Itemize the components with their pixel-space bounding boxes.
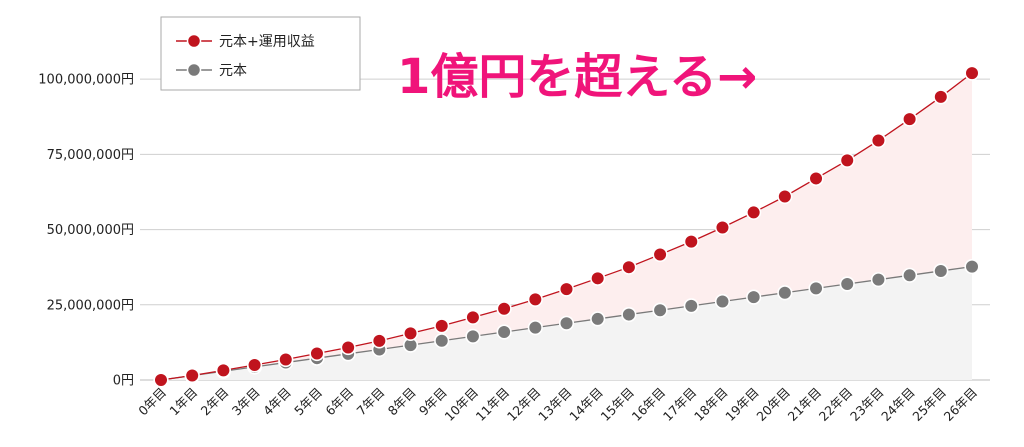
data-point-principal <box>652 302 668 318</box>
x-tick-label: 22年目 <box>816 385 856 425</box>
x-tick-label: 19年目 <box>722 385 762 425</box>
data-point-total <box>246 357 263 373</box>
data-point-total <box>870 132 887 149</box>
annotation-text: 1億円を超える→ <box>397 49 757 105</box>
data-point-principal <box>465 328 481 344</box>
x-tick-label: 14年目 <box>566 385 606 425</box>
data-point-principal <box>714 293 731 310</box>
data-point-principal <box>683 298 699 314</box>
y-axis-ticks: 0円 25,000,000円 50,000,000円 75,000,000円 100,0… <box>38 73 134 389</box>
x-tick-label: 20年目 <box>753 385 793 425</box>
x-tick-label: 21年目 <box>785 385 825 425</box>
y-tick-label: 75,000,000円 <box>47 148 134 163</box>
x-tick-label: 25年目 <box>909 385 949 425</box>
data-point-total <box>153 372 169 388</box>
data-point-principal <box>746 289 762 305</box>
x-axis-ticks: 0年目1年目2年目3年目4年目5年目6年目7年目8年目9年目10年目11年目12… <box>135 385 980 425</box>
legend-box <box>160 16 361 91</box>
data-point-total <box>839 152 855 168</box>
x-tick-label: 12年目 <box>504 385 544 425</box>
data-point-principal <box>590 311 606 327</box>
data-point-principal <box>434 333 450 349</box>
data-point-total <box>808 170 824 187</box>
legend-label-principal: 元本 <box>219 63 247 79</box>
data-point-principal <box>496 324 512 340</box>
data-point-total <box>683 234 699 250</box>
x-tick-label: 13年目 <box>535 385 575 425</box>
data-point-total <box>402 325 419 341</box>
data-point-principal <box>527 320 543 336</box>
x-tick-label: 5年目 <box>291 385 325 419</box>
y-tick-label: 0円 <box>113 374 134 389</box>
x-tick-label: 8年目 <box>385 385 419 419</box>
data-point-principal <box>808 280 824 296</box>
data-point-total <box>215 362 231 378</box>
data-point-total <box>652 246 668 263</box>
x-tick-label: 2年目 <box>198 385 232 419</box>
legend-marker-principal <box>186 62 202 78</box>
x-tick-label: 7年目 <box>354 385 388 419</box>
data-point-total <box>434 318 450 334</box>
x-tick-label: 1年目 <box>166 385 200 419</box>
data-point-total <box>496 301 512 317</box>
data-point-principal <box>933 263 949 279</box>
data-point-total <box>184 367 200 384</box>
x-tick-label: 26年目 <box>941 385 981 425</box>
data-point-total <box>933 89 949 105</box>
data-point-total <box>309 345 325 362</box>
data-point-total <box>371 333 387 349</box>
x-tick-label: 17年目 <box>660 385 700 425</box>
x-tick-label: 6年目 <box>322 385 356 419</box>
y-tick-label: 25,000,000円 <box>47 298 134 313</box>
x-tick-label: 10年目 <box>442 385 482 425</box>
legend-marker-total <box>186 33 202 49</box>
data-point-principal <box>558 315 575 331</box>
x-tick-label: 18年目 <box>691 385 731 425</box>
data-point-principal <box>777 285 793 301</box>
data-point-total <box>465 309 481 326</box>
x-tick-label: 3年目 <box>229 385 263 419</box>
data-point-total <box>527 291 543 307</box>
data-point-total <box>746 204 762 221</box>
data-point-total <box>590 270 606 286</box>
y-tick-label: 100,000,000円 <box>38 73 134 88</box>
x-tick-label: 4年目 <box>260 385 294 419</box>
x-tick-label: 0年目 <box>135 385 169 419</box>
data-point-total <box>902 111 918 127</box>
data-point-total <box>621 259 637 275</box>
y-tick-label: 50,000,000円 <box>47 223 134 238</box>
x-tick-label: 24年目 <box>878 385 918 425</box>
data-point-principal <box>964 258 980 275</box>
x-tick-label: 11年目 <box>473 385 513 425</box>
data-point-total <box>714 219 731 236</box>
areas <box>161 73 972 381</box>
data-point-total <box>340 339 356 356</box>
x-tick-label: 16年目 <box>629 385 669 425</box>
data-point-principal <box>902 267 918 283</box>
data-points <box>153 65 980 388</box>
x-tick-label: 23年目 <box>847 385 887 425</box>
data-point-total <box>558 281 575 297</box>
data-point-principal <box>839 276 855 292</box>
data-point-total <box>278 351 294 368</box>
x-tick-label: 15年目 <box>597 385 637 425</box>
legend: 元本+運用収益 元本 <box>160 16 361 91</box>
data-point-principal <box>870 272 887 288</box>
data-point-total <box>777 188 793 205</box>
data-point-total <box>964 65 980 81</box>
data-point-principal <box>621 306 637 323</box>
legend-label-total: 元本+運用収益 <box>219 34 315 50</box>
